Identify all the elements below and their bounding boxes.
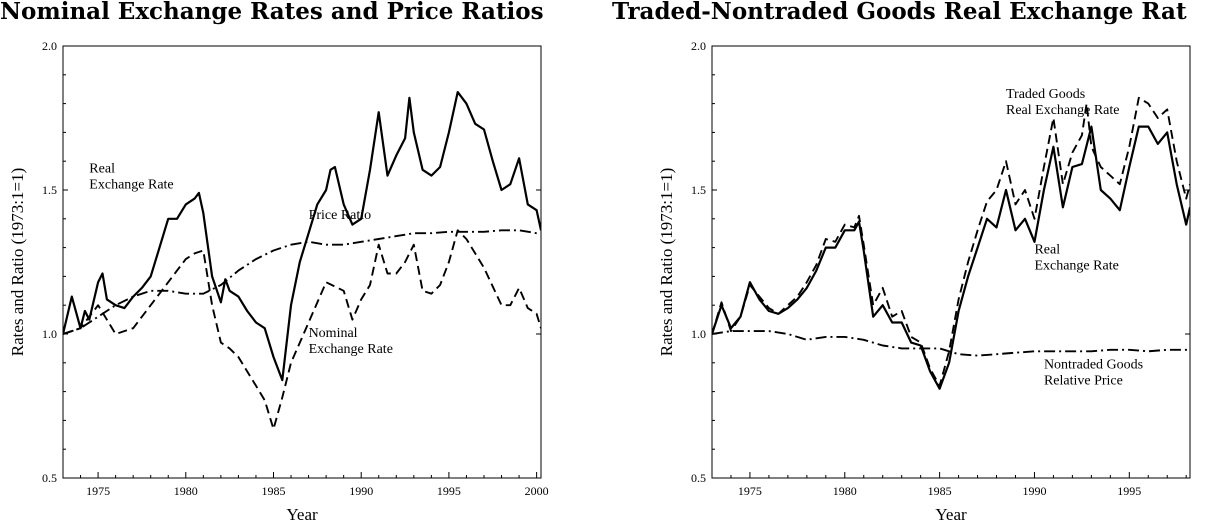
y-tick-label: 1.5 [42,183,57,197]
series-line-dash-dot [63,229,541,335]
series-line-solid [712,125,1190,390]
y-tick-label: 2.0 [42,39,57,53]
right-chart-title: Traded-Nontraded Goods Real Exchange Rat [612,0,1187,25]
x-tick-label: 1985 [928,484,952,498]
series-annotation: Nominal Exchange Rate [309,326,393,357]
x-tick-label: 1995 [437,484,461,498]
x-tick-label: 1975 [738,484,762,498]
series-annotation: Traded Goods Real Exchange Rate [1006,87,1120,118]
left-chart-panel: 0.5 1.0 1.5 2.0 1975 1980 1985 1990 1995 2000 Year… [8,39,549,524]
series-annotation: Price Ratio [309,208,372,223]
x-tick-label: 1985 [261,484,285,498]
series-line-dash-dot [712,330,1190,357]
x-axis-label: Year [286,505,318,524]
plot-frame [711,45,1191,479]
x-tick-label: 1995 [1117,484,1141,498]
y-tick-label: 1.0 [42,327,57,341]
x-tick-label: 2000 [525,484,549,498]
plot-frame [62,45,542,479]
series-line-dashed [712,96,1190,387]
x-axis-label: Year [935,505,967,524]
y-tick-label: 0.5 [691,471,706,485]
x-tick-label: 1980 [833,484,857,498]
x-tick-label: 1980 [174,484,198,498]
x-tick-label: 1990 [1022,484,1046,498]
series-line-dashed [63,229,541,430]
y-tick-label: 1.0 [691,327,706,341]
series-annotation: Real Exchange Rate [89,162,173,193]
x-tick-label: 1975 [86,484,110,498]
y-tick-label: 2.0 [691,39,706,53]
x-tick-label: 1990 [349,484,373,498]
right-chart-panel: 0.5 1.0 1.5 2.0 1975 1980 1985 1990 1995 Year Rate… [657,39,1191,524]
y-axis-label: Rates and Ratio (1973:1=1) [657,168,676,357]
series-line-solid [63,91,541,382]
series-annotation: Real Exchange Rate [1034,242,1118,273]
y-tick-label: 1.5 [691,183,706,197]
y-tick-label: 0.5 [42,471,57,485]
y-axis-label: Rates and Ratio (1973:1=1) [8,168,27,357]
left-chart-title: Nominal Exchange Rates and Price Ratios [0,0,544,25]
series-annotation: Nontraded Goods Relative Price [1044,358,1143,389]
